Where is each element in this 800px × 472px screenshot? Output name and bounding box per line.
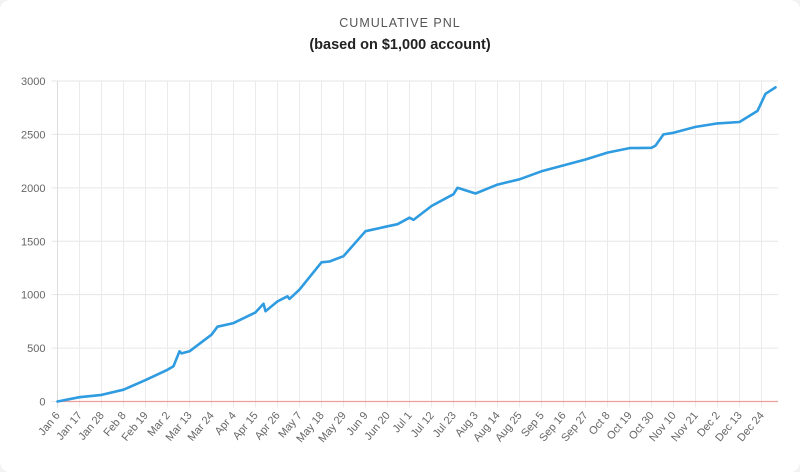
y-tick-label: 500 <box>27 343 45 355</box>
chart-subtitle: (based on $1,000 account) <box>309 37 491 53</box>
y-tick-label: 2000 <box>21 183 45 195</box>
y-tick-label: 3000 <box>21 76 45 88</box>
pnl-series-line <box>56 86 777 403</box>
x-tick-label: Jul 12 <box>409 410 437 440</box>
y-tick-label: 0 <box>39 397 45 409</box>
y-tick-label: 1500 <box>21 236 45 248</box>
y-tick-label: 1000 <box>21 290 45 302</box>
x-tick-label: Jul 23 <box>431 410 459 440</box>
chart-title: CUMULATIVE PNL <box>339 16 461 30</box>
y-tick-label: 2500 <box>21 129 45 141</box>
